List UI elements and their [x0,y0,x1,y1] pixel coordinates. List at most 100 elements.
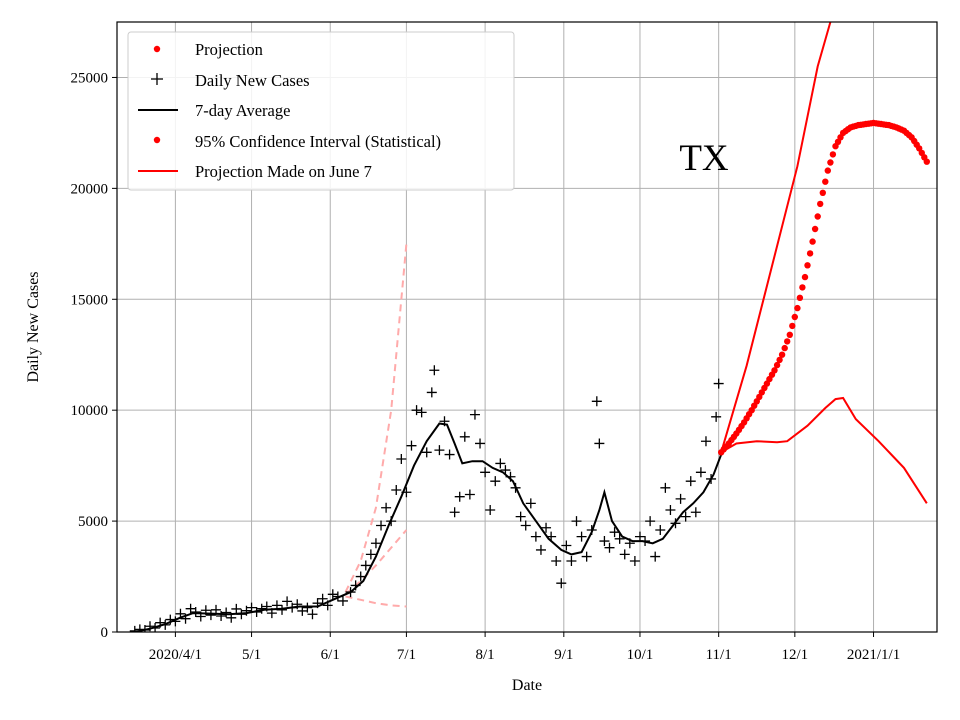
daily-case-point [355,571,366,582]
daily-case-point [231,603,242,614]
daily-case-point [360,560,371,571]
state-annotation: TX [679,138,729,179]
daily-case-point [381,502,392,513]
daily-case-point [221,607,232,618]
daily-case-point [535,544,546,555]
daily-case-point [216,611,227,622]
daily-case-point [416,407,427,418]
x-tick-label: 5/1 [242,647,261,663]
daily-case-point [566,556,577,567]
daily-case-point [426,387,437,398]
daily-case-point [700,436,711,447]
daily-case-point [391,485,402,496]
plot-frame [116,21,938,633]
daily-case-point [591,396,602,407]
daily-case-point [690,507,701,518]
june7-projection-upper-line [344,243,408,593]
daily-case-point [530,531,541,542]
legend-label-june7: Projection Made on June 7 [195,162,372,181]
daily-case-point [576,531,587,542]
daily-case-point [302,602,313,613]
projection-point [809,238,816,245]
projection-point [801,273,809,281]
legend-label-projection: Projection [195,40,263,59]
daily-case-point [711,411,722,422]
daily-case-point [619,549,630,560]
projection-point [791,313,798,321]
daily-case-point [454,491,465,502]
daily-case-point [376,520,387,531]
june7-projection-lower-line [345,595,407,608]
daily-case-point [650,551,661,562]
legend-label-confidence: 95% Confidence Interval (Statistical) [195,132,441,151]
daily-case-point [396,453,407,464]
legend-dot-marker [153,136,161,144]
daily-case-point [594,438,605,449]
legend: Projection Daily New Cases 7-day Average… [127,31,515,191]
daily-case-point [297,605,308,616]
projection-point [923,158,930,165]
daily-case-point [337,595,348,606]
axis-ticks: 2020/4/1 5/1 6/1 7/1 8/1 9/1 10/1 11/1 12/1 2021/… [71,70,901,663]
daily-case-point [604,542,615,553]
projection-point [822,178,829,185]
projection-point [796,294,804,301]
daily-case-point [406,440,417,451]
y-axis-label: Daily New Cases [25,271,42,382]
projection-point [784,338,791,345]
x-axis-label: Date [512,677,542,694]
daily-case-point [317,593,328,604]
projection-point [781,344,788,352]
daily-case-point [246,602,257,613]
daily-case-point [421,447,432,458]
projection-point [811,225,819,233]
y-tick-label: 10000 [71,403,109,419]
projection-point [827,159,834,166]
y-tick-label: 0 [101,625,109,641]
daily-case-point [713,378,724,389]
daily-case-point [660,482,671,493]
daily-case-point [411,405,422,416]
y-tick-label: 15000 [71,292,109,308]
x-tick-label: 8/1 [476,647,495,663]
daily-case-point [464,489,475,500]
daily-case-point [655,524,666,535]
daily-case-point [609,527,620,538]
legend-label-average: 7-day Average [195,101,290,120]
daily-case-point [599,536,610,547]
daily-case-point [525,498,536,509]
projection-point [799,284,806,291]
legend-dot-marker [153,45,161,53]
daily-case-point [520,520,531,531]
y-tick-label: 5000 [78,514,108,530]
daily-case-point [370,538,381,549]
y-tick-label: 20000 [71,181,109,197]
projection-point [771,367,778,374]
daily-case-point [327,589,338,600]
projection-point [829,151,837,158]
daily-case-point [444,449,455,460]
y-tick-label: 25000 [71,70,109,86]
daily-case-point [307,609,318,620]
daily-case-point [485,505,496,515]
daily-case-point [185,603,196,614]
x-tick-label: 10/1 [627,647,654,663]
projection-point [778,351,786,358]
daily-case-point [634,531,645,542]
daily-case-point [614,533,625,544]
projection-point [773,361,781,369]
projection-point [819,189,826,196]
projection-point [806,250,814,257]
daily-case-point [429,365,440,376]
daily-case-point [675,493,686,504]
daily-case-point [469,409,480,420]
projection-point [776,356,783,364]
x-tick-label: 2020/4/1 [149,647,202,663]
x-tick-label: 9/1 [554,647,573,663]
daily-case-point [629,556,640,567]
daily-case-point [695,467,706,478]
plot-series [129,22,930,632]
daily-case-point [495,458,506,469]
legend-label-daily-cases: Daily New Cases [195,71,310,90]
